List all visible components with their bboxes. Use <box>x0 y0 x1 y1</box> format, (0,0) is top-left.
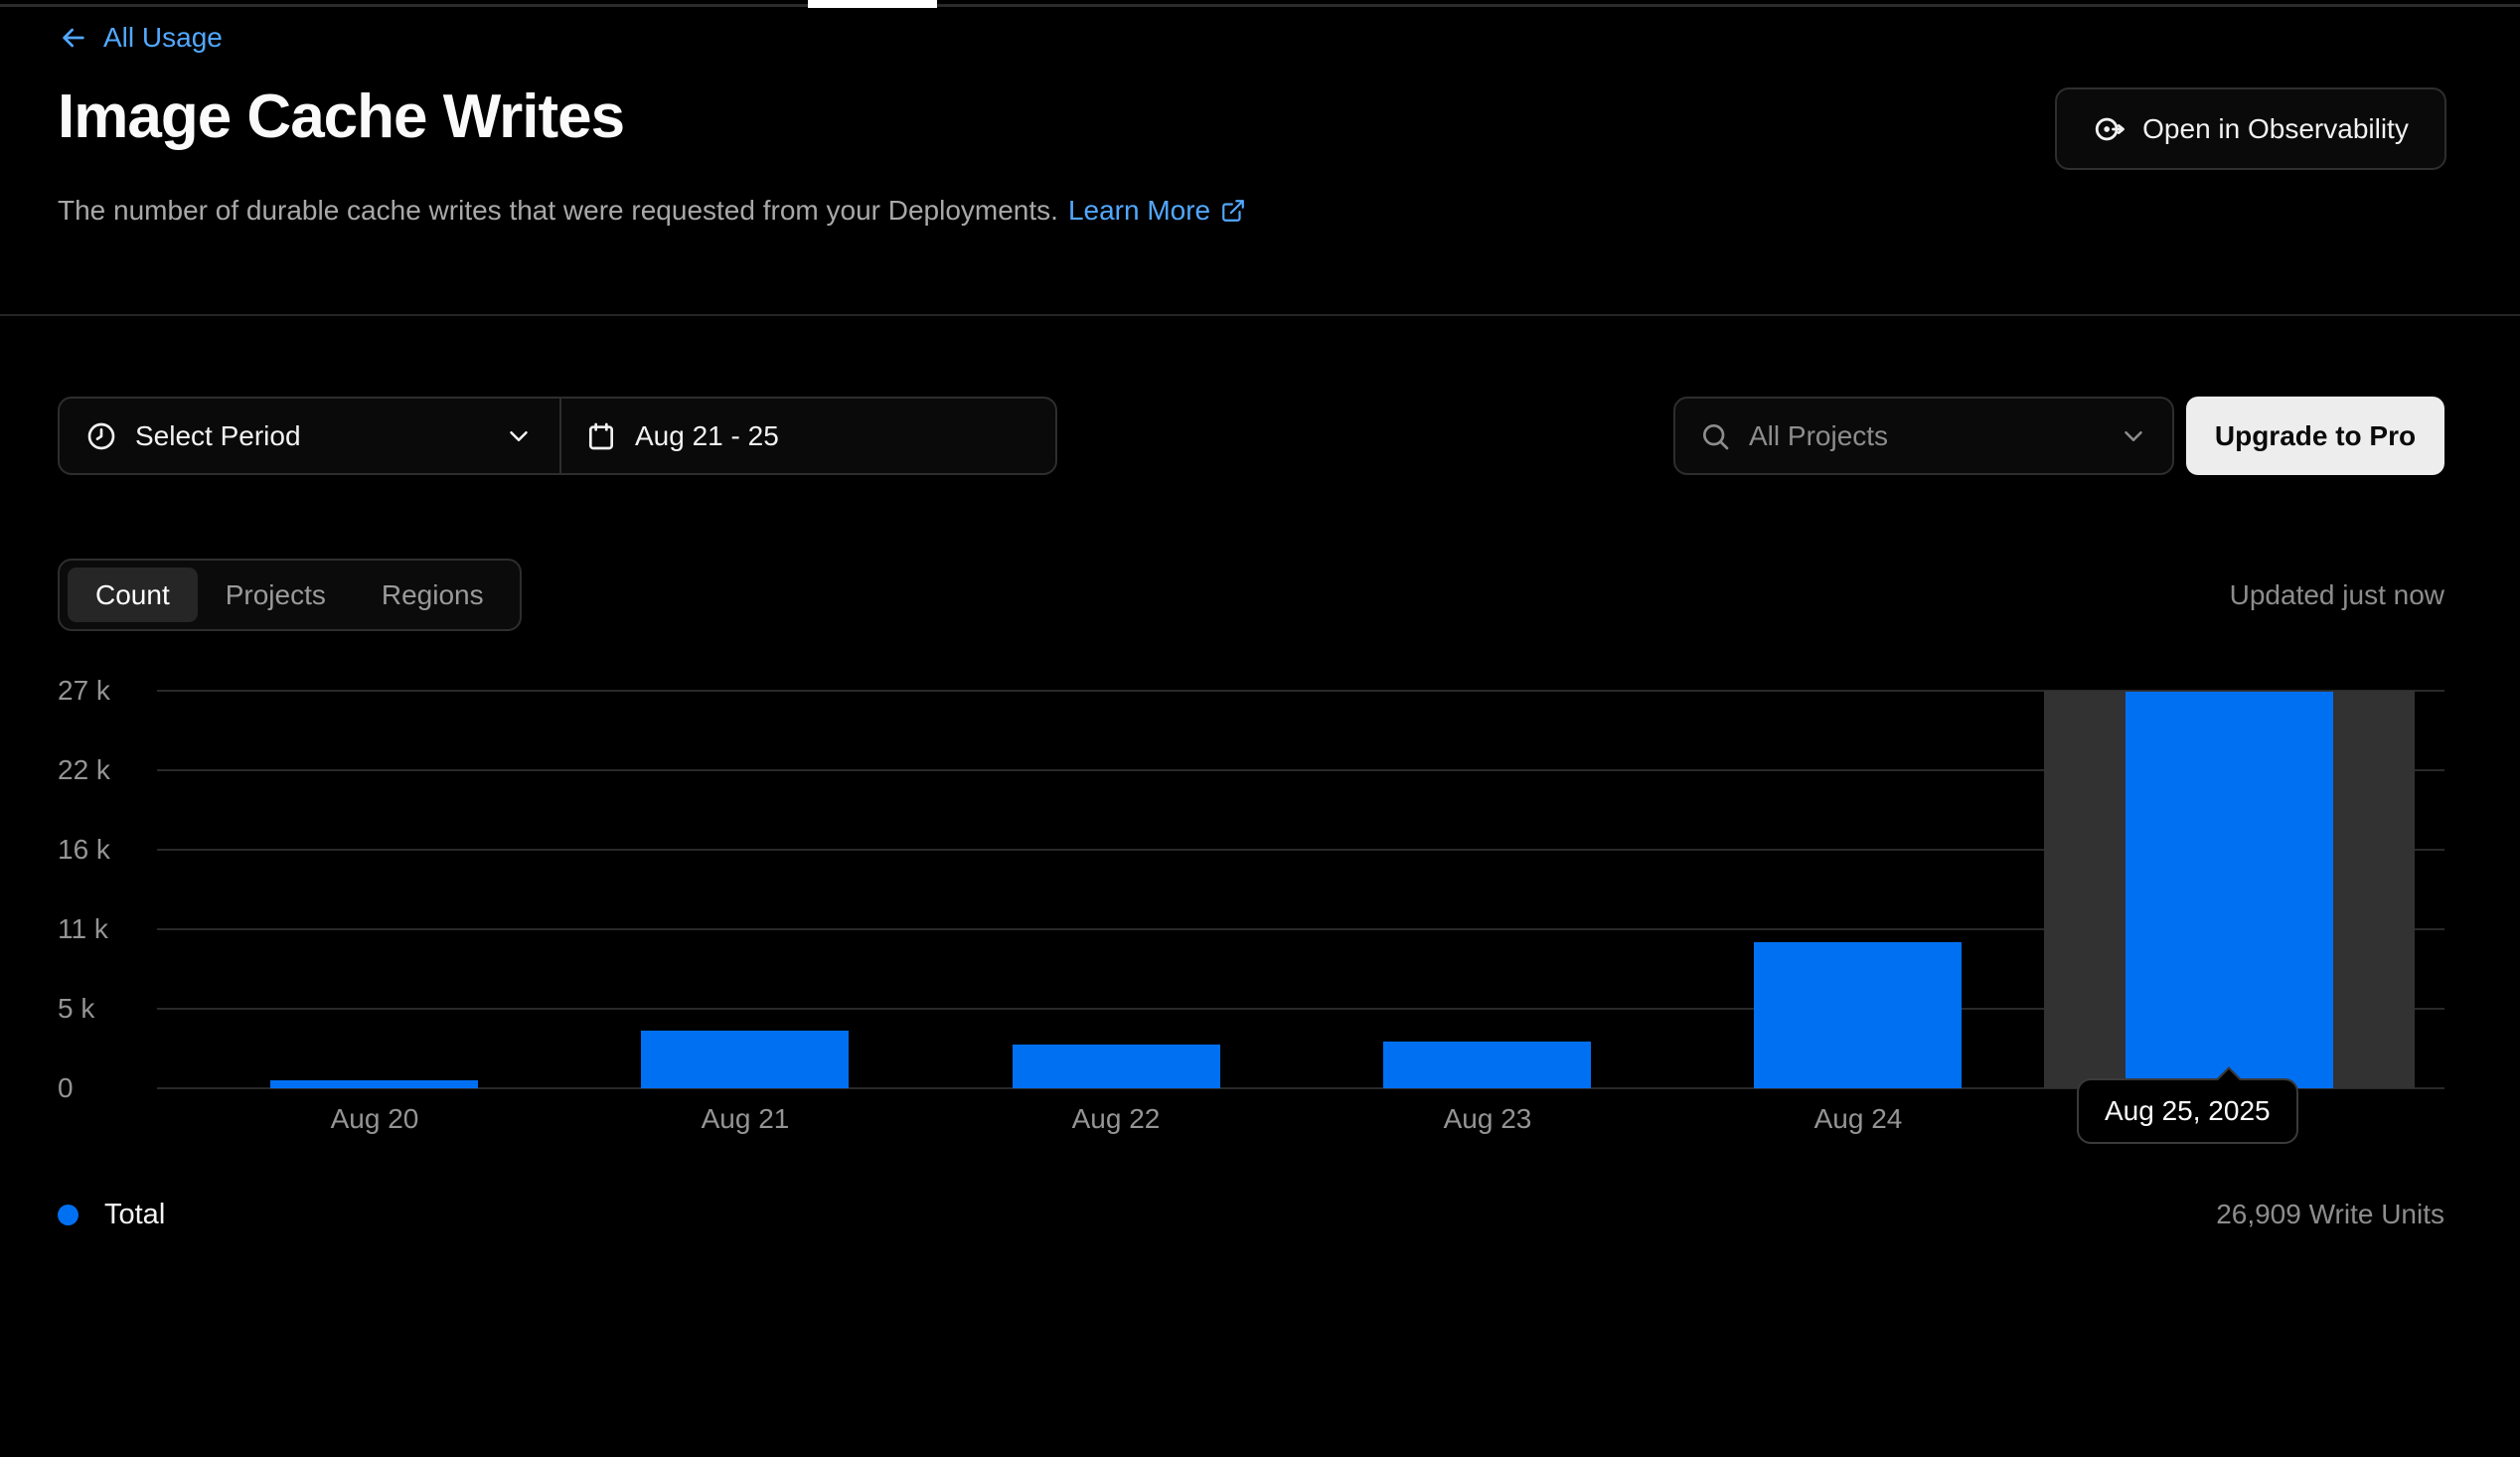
bar-aug-24[interactable] <box>1754 942 1962 1088</box>
tab-regions[interactable]: Regions <box>381 578 484 610</box>
back-arrow-icon <box>58 22 89 54</box>
search-icon <box>1699 420 1731 452</box>
all-projects-label: All Projects <box>1749 419 1889 451</box>
y-axis-tick-label: 27 k <box>58 675 110 706</box>
page-description-text: The number of durable cache writes that … <box>58 195 1058 226</box>
top-border-line <box>0 4 2520 7</box>
x-axis-tick-label: Aug 24 <box>1813 1103 1903 1134</box>
date-range-picker[interactable]: Aug 21 - 25 <box>561 399 1055 473</box>
all-projects-dropdown[interactable]: All Projects <box>1673 397 2174 475</box>
clock-icon <box>85 420 117 452</box>
period-filter-group: Select Period Aug 21 - 25 <box>58 397 1057 475</box>
bar-aug-20[interactable] <box>270 1080 478 1088</box>
bar-aug-21[interactable] <box>641 1031 849 1088</box>
legend-series-label: Total <box>104 1198 166 1230</box>
bar-aug-22[interactable] <box>1013 1045 1220 1088</box>
observability-button-label: Open in Observability <box>2142 112 2409 144</box>
y-axis-tick-label: 5 k <box>58 993 95 1024</box>
learn-more-link[interactable]: Learn More <box>1068 195 1246 227</box>
chevron-down-icon <box>504 421 534 451</box>
date-range-label: Aug 21 - 25 <box>635 419 779 451</box>
gridline <box>157 769 2444 771</box>
header-divider <box>0 314 2520 316</box>
back-link-label: All Usage <box>103 22 223 53</box>
x-axis-tick-label: Aug 23 <box>1443 1103 1532 1134</box>
gridline <box>157 1008 2444 1010</box>
y-axis-tick-label: 16 k <box>58 834 110 865</box>
y-axis-tick-label: 22 k <box>58 754 110 785</box>
x-axis-tick-label: Aug 20 <box>330 1103 419 1134</box>
legend-dot-icon <box>58 1204 79 1225</box>
open-in-observability-button[interactable]: Open in Observability <box>2055 87 2446 170</box>
tab-projects[interactable]: Projects <box>225 578 326 610</box>
select-period-dropdown[interactable]: Select Period <box>60 399 561 473</box>
y-axis-tick-label: 11 k <box>58 913 108 944</box>
gridline <box>157 1087 2444 1089</box>
gridline <box>157 849 2444 851</box>
observability-eye-icon <box>2093 112 2126 146</box>
upgrade-to-pro-button[interactable]: Upgrade to Pro <box>2186 397 2444 475</box>
bar-aug-25[interactable] <box>2126 692 2333 1088</box>
chart-legend: Total 26,909 Write Units <box>58 1191 2444 1238</box>
calendar-icon <box>585 420 617 452</box>
updated-status-text: Updated just now <box>2229 579 2444 610</box>
chevron-down-icon <box>2119 421 2148 451</box>
tab-count[interactable]: Count <box>68 567 198 622</box>
gridline <box>157 690 2444 692</box>
bar-aug-23[interactable] <box>1383 1042 1591 1088</box>
chart-view-tabs: Count Projects Regions <box>58 559 522 631</box>
select-period-label: Select Period <box>135 419 301 451</box>
tooltip-label: Aug 25, 2025 <box>2105 1095 2271 1126</box>
top-progress-bar <box>808 0 937 8</box>
chart-tooltip: Aug 25, 2025 <box>2077 1066 2298 1144</box>
page-title: Image Cache Writes <box>58 82 625 151</box>
legend-series: Total <box>58 1199 165 1231</box>
back-to-all-usage-link[interactable]: All Usage <box>58 22 223 54</box>
learn-more-label: Learn More <box>1067 195 1211 226</box>
x-axis-tick-label: Aug 21 <box>701 1103 790 1134</box>
legend-series-value: 26,909 Write Units <box>2216 1199 2444 1229</box>
x-axis-tick-label: Aug 22 <box>1071 1103 1161 1134</box>
page-description: The number of durable cache writes that … <box>58 195 1246 227</box>
y-axis-tick-label: 0 <box>58 1072 74 1103</box>
external-link-icon <box>1220 198 1246 224</box>
gridline <box>157 928 2444 930</box>
